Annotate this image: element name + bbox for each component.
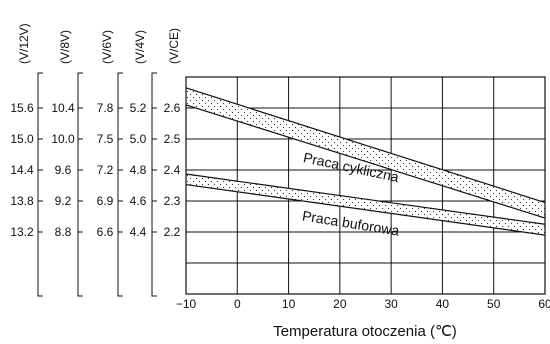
band-lower-line [185, 183, 546, 236]
voltage-bands [185, 87, 546, 236]
scale-tick-label: 2.3 [164, 194, 181, 208]
x-tick-label: 30 [384, 297, 398, 311]
scale-tick-label: 2.5 [164, 132, 181, 146]
scale-tick-label: 6.9 [97, 194, 114, 208]
scale-tick-label: 9.2 [55, 194, 72, 208]
band-area-0 [186, 87, 545, 219]
scale-tick-label: 7.2 [97, 163, 114, 177]
scale-tick-label: 8.8 [55, 225, 72, 239]
scale-tick-label: 2.4 [164, 163, 181, 177]
scale-header: (V/4V) [133, 30, 147, 64]
scale-column-3: (V/4V) 5.2 5.0 4.8 4.6 4.4 [130, 30, 157, 297]
band-lower-line [185, 104, 546, 219]
scale-header: (V/8V) [58, 30, 72, 64]
scale-column-2: (V/6V) 7.8 7.5 7.2 6.9 6.6 [97, 30, 123, 297]
scale-bracket [117, 72, 123, 297]
scale-column-0: (V/12V) 15.6 15.0 14.4 13.8 13.2 [10, 23, 43, 297]
scale-header: (V/12V) [17, 23, 31, 64]
scale-tick-label: 13.8 [10, 194, 34, 208]
x-axis-title: Temperatura otoczenia (℃) [273, 323, 457, 340]
scale-tick-label: 6.6 [97, 225, 114, 239]
scale-header: (V/6V) [100, 30, 114, 64]
x-axis: −10 0 10 20 30 40 50 60 Temperatura otoczenia (℃… [176, 297, 550, 340]
plot-frame [185, 76, 546, 295]
band-area-1 [186, 174, 545, 236]
x-tick-label: 20 [333, 297, 347, 311]
x-tick-label: 50 [487, 297, 501, 311]
scale-tick-label: 9.6 [55, 163, 72, 177]
scale-header: (V/CE) [167, 28, 181, 64]
scale-tick-label: 7.8 [97, 101, 114, 115]
scale-column-4: (V/CE) 2.6 2.5 2.4 2.3 2.2 [164, 28, 181, 239]
scale-tick-label: 4.6 [130, 194, 147, 208]
scale-tick-label: 2.2 [164, 225, 181, 239]
scale-bracket [151, 72, 157, 297]
band-upper-line [185, 173, 546, 225]
scale-tick-label: 14.4 [10, 163, 34, 177]
scale-tick-label: 13.2 [10, 225, 34, 239]
x-tick-label: 60 [538, 297, 550, 311]
plot-border [185, 76, 546, 295]
scale-tick-label: 2.6 [164, 101, 181, 115]
scale-tick-label: 5.2 [130, 101, 147, 115]
scale-tick-label: 5.0 [130, 132, 147, 146]
scale-tick-label: 10.0 [51, 132, 75, 146]
scale-tick-label: 4.4 [130, 225, 147, 239]
scale-column-1: (V/8V) 10.4 10.0 9.6 9.2 8.8 [51, 30, 83, 297]
scale-bracket [77, 72, 83, 297]
band-upper-line [185, 87, 546, 204]
x-tick-label: 10 [282, 297, 296, 311]
scale-tick-label: 15.0 [10, 132, 34, 146]
scale-tick-label: 4.8 [130, 163, 147, 177]
scale-bracket [37, 72, 43, 297]
x-tick-label: 0 [234, 297, 241, 311]
scale-tick-label: 10.4 [51, 101, 75, 115]
scale-tick-label: 15.6 [10, 101, 34, 115]
x-tick-label: 40 [436, 297, 450, 311]
x-tick-label: −10 [176, 297, 197, 311]
voltage-scales: (V/12V) 15.6 15.0 14.4 13.8 13.2 (V/8V) 10.4 10.… [10, 23, 181, 297]
scale-tick-label: 7.5 [97, 132, 114, 146]
